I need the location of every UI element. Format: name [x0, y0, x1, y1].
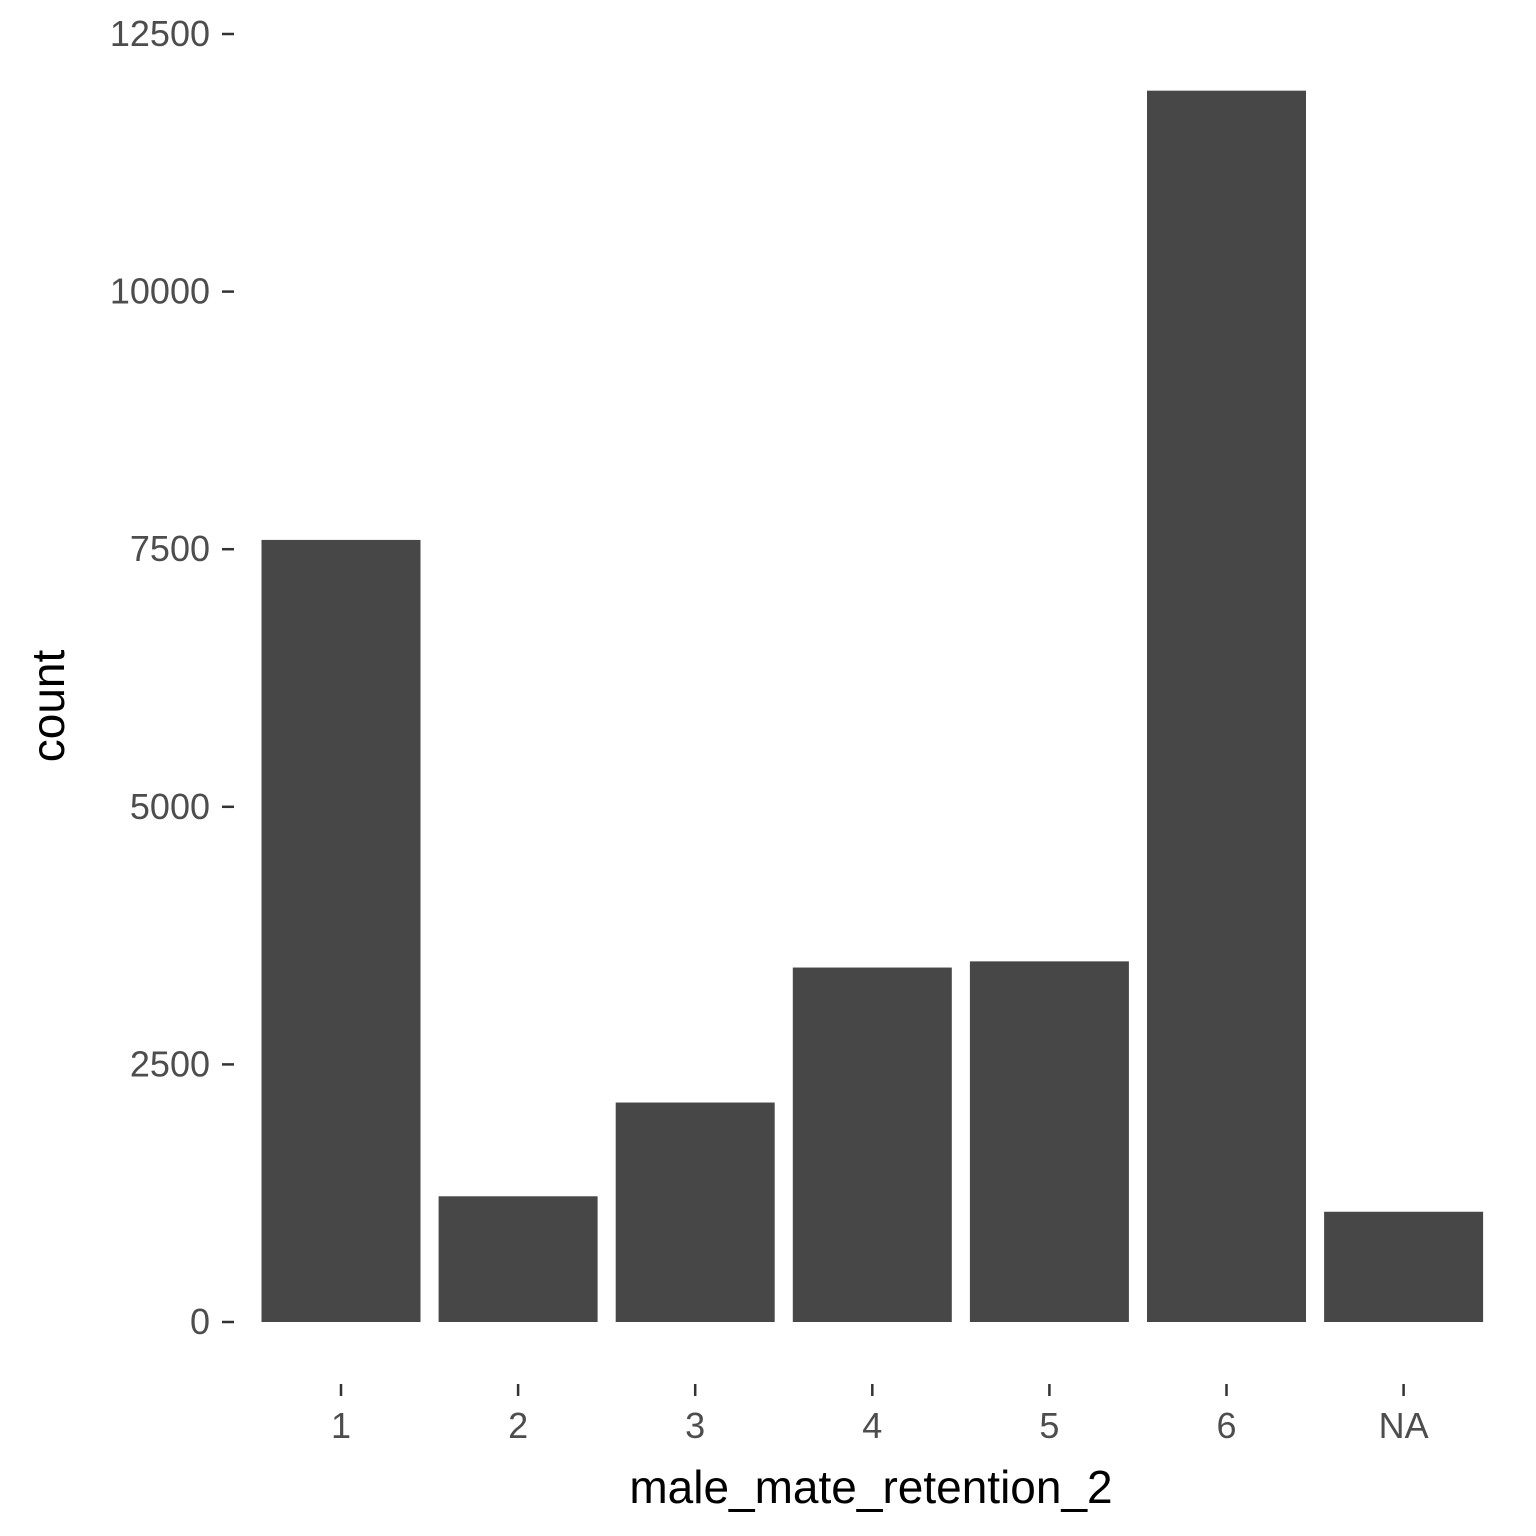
x-axis-title: male_mate_retention_2 — [629, 1461, 1112, 1513]
y-tick-label: 12500 — [110, 13, 210, 54]
y-tick-label: 7500 — [130, 528, 210, 569]
bar-na — [1324, 1211, 1484, 1322]
x-tick-label: 1 — [331, 1405, 351, 1446]
y-axis-title: count — [22, 650, 74, 763]
bar-4 — [792, 967, 952, 1322]
x-tick-label: 4 — [862, 1405, 882, 1446]
x-tick-label: 5 — [1039, 1405, 1059, 1446]
x-tick-label: 2 — [508, 1405, 528, 1446]
bars — [261, 90, 1484, 1322]
bar-6 — [1147, 90, 1306, 1322]
bar-3 — [615, 1102, 775, 1322]
bar-1 — [261, 539, 421, 1322]
bar-5 — [969, 961, 1129, 1322]
x-tick-label: 6 — [1216, 1405, 1236, 1446]
y-tick-label: 5000 — [130, 786, 210, 827]
y-axis: 0 2500 5000 7500 10000 12500 — [110, 13, 234, 1342]
bar-2 — [438, 1196, 598, 1322]
x-tick-label: NA — [1379, 1405, 1429, 1446]
y-tick-label: 0 — [190, 1301, 210, 1342]
x-tick-label: 3 — [685, 1405, 705, 1446]
y-tick-label: 10000 — [110, 271, 210, 312]
y-tick-label: 2500 — [130, 1043, 210, 1084]
x-axis: 1 2 3 4 5 6 NA — [331, 1384, 1429, 1446]
